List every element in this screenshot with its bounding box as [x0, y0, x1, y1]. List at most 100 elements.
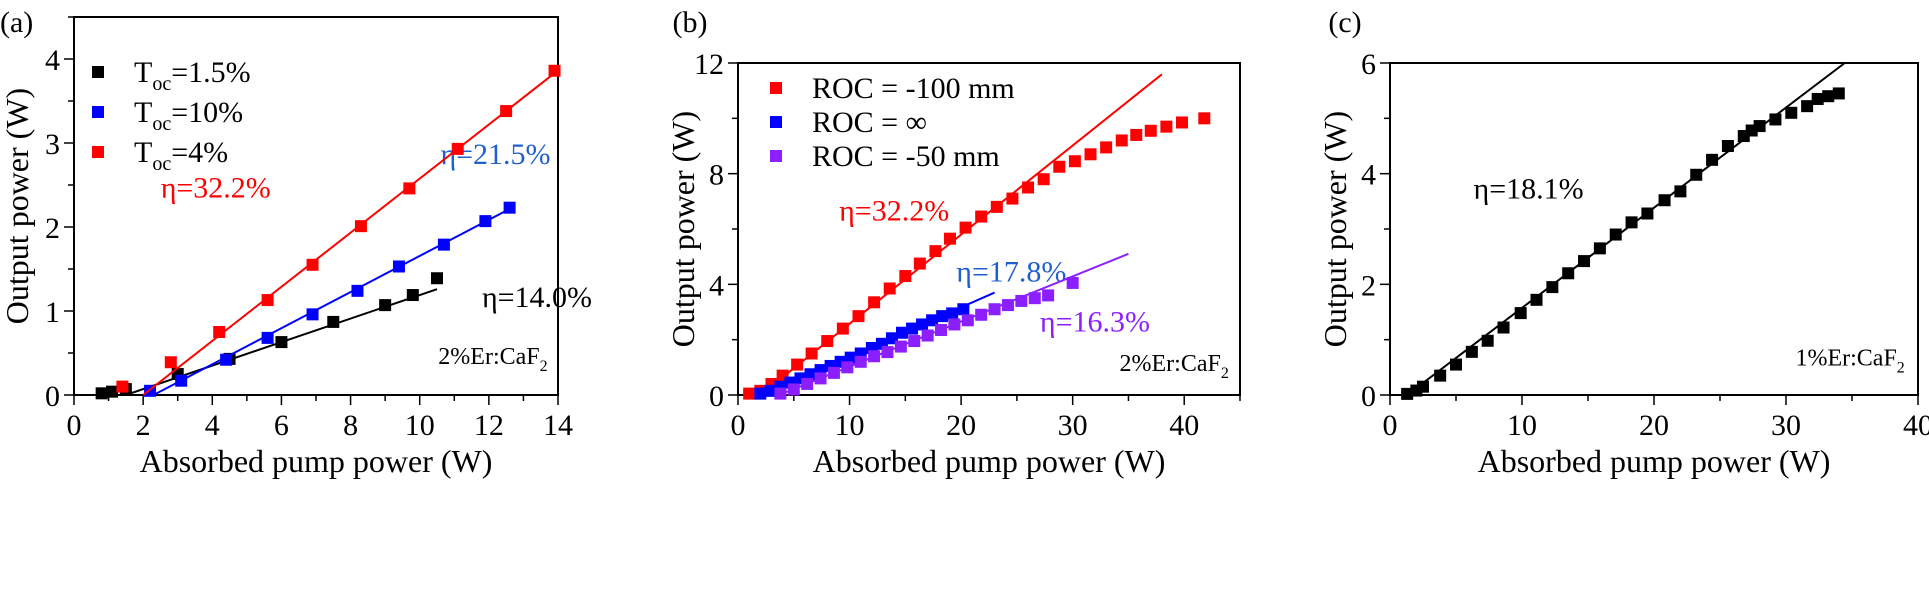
- efficiency-annotation: η=32.2%: [161, 172, 271, 205]
- legend-label-suffix: =1.5%: [171, 56, 250, 89]
- data-point: [821, 335, 834, 348]
- x-tick-label: 40: [1903, 409, 1929, 442]
- data-point: [988, 303, 1001, 316]
- x-tick-label: 8: [343, 409, 358, 442]
- data-point: [975, 210, 988, 223]
- data-point: [379, 299, 392, 312]
- data-point: [852, 310, 865, 323]
- data-point: [503, 201, 516, 214]
- data-point: [1822, 90, 1835, 103]
- sample-label: 2%Er:CaF2: [1120, 351, 1229, 382]
- y-tick-label: 0: [1361, 380, 1376, 413]
- legend-label-name: T: [134, 96, 152, 129]
- data-point: [406, 289, 419, 302]
- data-point: [1578, 255, 1591, 268]
- y-tick-label: 4: [45, 44, 60, 77]
- legend-label-name: ROC = -50 mm: [812, 140, 1000, 173]
- data-point: [975, 308, 988, 321]
- data-point: [990, 200, 1003, 213]
- data-point: [95, 387, 108, 400]
- data-point: [929, 245, 942, 258]
- data-point: [1160, 120, 1173, 133]
- data-point: [1832, 87, 1845, 100]
- data-point: [1175, 116, 1188, 129]
- data-point: [1100, 141, 1113, 154]
- panel-c: 0 10 20 30 40 0 2 4 6 Absorbed pump power (W) Outp…: [1317, 6, 1929, 479]
- fit-line: [1406, 61, 1847, 396]
- data-point: [116, 380, 129, 393]
- data-point: [1706, 153, 1719, 166]
- data-point: [899, 270, 912, 283]
- sample-label-main: 2%Er:CaF: [1120, 351, 1221, 377]
- data-point: [936, 310, 949, 323]
- data-point: [1465, 345, 1478, 358]
- data-point: [844, 351, 857, 364]
- data-point: [1811, 92, 1824, 105]
- data-point: [935, 323, 948, 336]
- data-point: [1769, 113, 1782, 126]
- efficiency-annotation: η=14.0%: [482, 281, 592, 314]
- data-point: [351, 284, 364, 297]
- data-point: [1006, 192, 1019, 205]
- legend-marker: [92, 146, 104, 158]
- data-point: [1721, 140, 1734, 152]
- data-point: [548, 64, 561, 77]
- legend-label-sub: oc: [152, 153, 171, 175]
- data-point: [1801, 100, 1814, 113]
- data-point: [1198, 112, 1211, 125]
- data-point: [883, 282, 896, 295]
- fit-line: [142, 69, 559, 396]
- data-point: [1609, 228, 1622, 241]
- data-point: [1625, 216, 1638, 229]
- y-tick-label: 4: [709, 269, 724, 302]
- data-point: [1144, 124, 1157, 137]
- data-point: [908, 335, 921, 348]
- legend-marker: [770, 116, 782, 128]
- y-tick-label: 1: [45, 296, 60, 329]
- x-tick-label: 20: [946, 409, 976, 442]
- data-point: [1530, 293, 1543, 306]
- x-axis-label: Absorbed pump power (W): [813, 443, 1166, 479]
- x-tick-label: 10: [835, 409, 865, 442]
- legend-marker: [92, 66, 104, 78]
- data-point: [479, 215, 492, 228]
- x-tick-label: 10: [1507, 409, 1537, 442]
- data-point: [836, 322, 849, 335]
- series-0: η=32.2% ROC = -100 mm: [743, 72, 1211, 400]
- y-tick-label: 2: [45, 212, 60, 245]
- data-point: [175, 374, 188, 387]
- x-tick-label: 30: [1771, 409, 1801, 442]
- y-tick-label: 3: [45, 128, 60, 161]
- data-point: [164, 356, 177, 369]
- data-point: [392, 260, 405, 273]
- efficiency-annotation: η=18.1%: [1474, 173, 1584, 206]
- data-point: [754, 387, 767, 400]
- data-point: [1562, 267, 1575, 280]
- x-tick-label: 30: [1058, 409, 1088, 442]
- data-point: [921, 329, 934, 342]
- x-tick-label: 0: [67, 409, 82, 442]
- x-tick-label: 2: [136, 409, 151, 442]
- data-point: [1450, 358, 1462, 371]
- data-point: [106, 385, 119, 398]
- data-point: [787, 383, 800, 396]
- data-point: [327, 315, 340, 328]
- legend-label-sub: oc: [152, 113, 171, 135]
- data-point: [926, 314, 939, 327]
- y-axis-label: Output power (W): [0, 88, 35, 324]
- data-point: [804, 368, 817, 381]
- data-point: [261, 294, 274, 307]
- data-point: [801, 377, 814, 390]
- data-point: [1028, 292, 1041, 305]
- data-point: [1674, 185, 1687, 198]
- panel-label: (b): [673, 6, 708, 39]
- legend-label: ROC = ∞: [812, 106, 927, 139]
- sample-label-sub: 2: [540, 358, 548, 375]
- data-point: [261, 331, 274, 344]
- data-point: [946, 307, 959, 320]
- panel-label: (c): [1328, 6, 1361, 39]
- data-point: [451, 142, 464, 155]
- series-1: η=17.8% ROC = ∞: [754, 106, 1066, 400]
- data-point: [805, 347, 818, 360]
